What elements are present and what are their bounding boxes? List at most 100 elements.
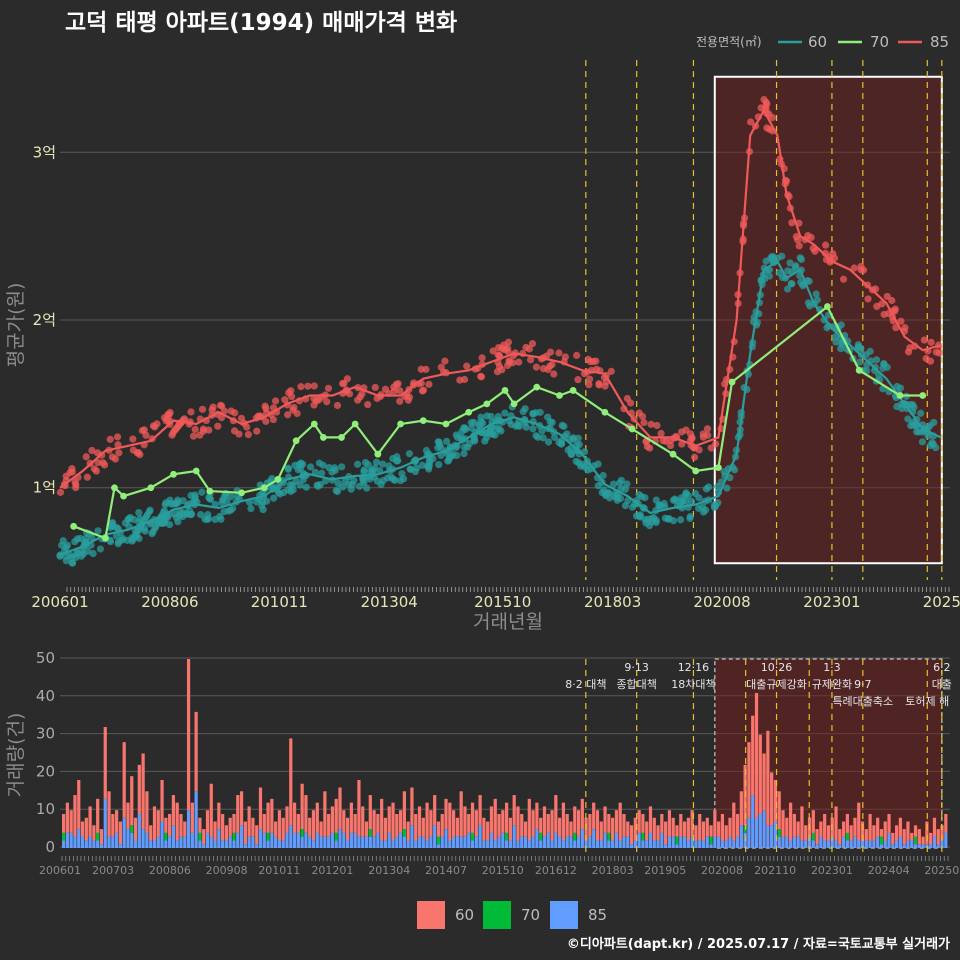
volume-bar-85 xyxy=(713,836,717,848)
volume-bar-85 xyxy=(398,832,403,848)
policy-annotation: 12·16 xyxy=(678,661,710,674)
price-point-60 xyxy=(398,470,406,478)
volume-bar-60 xyxy=(777,791,781,830)
volume-bar-60 xyxy=(569,821,573,837)
price-point-60 xyxy=(855,344,863,352)
volume-bar-60 xyxy=(800,806,804,841)
price-point-60 xyxy=(600,486,608,494)
volume-bar-85 xyxy=(77,829,81,848)
volume-bar-85 xyxy=(520,836,524,848)
price-point-85 xyxy=(392,380,401,388)
price-point-60 xyxy=(786,259,794,267)
price-point-60 xyxy=(479,419,487,427)
volume-bar-60 xyxy=(323,791,327,837)
volume-bar-85 xyxy=(410,825,414,848)
price-point-85 xyxy=(920,336,928,344)
price-point-60 xyxy=(529,425,537,433)
volume-bar-60 xyxy=(107,791,111,837)
price-point-60 xyxy=(355,482,364,490)
volume-bar-85 xyxy=(84,840,88,848)
volume-bar-85 xyxy=(701,840,706,848)
volume-bar-85 xyxy=(868,840,872,848)
volume-bar-70 xyxy=(505,832,509,841)
price-point-60 xyxy=(669,496,678,504)
price-point-60 xyxy=(107,522,115,530)
volume-bar-85 xyxy=(675,844,679,848)
price-x-tick-label: 202008 xyxy=(693,593,750,611)
price-point-85 xyxy=(688,435,696,443)
volume-bar-70 xyxy=(334,832,338,841)
volume-y-tick-label: 20 xyxy=(36,762,55,780)
price-point-70 xyxy=(896,392,904,399)
price-point-60 xyxy=(599,471,607,480)
volume-bar-70 xyxy=(164,832,168,841)
price-point-60 xyxy=(334,479,342,488)
volume-bar-85 xyxy=(417,836,422,848)
price-point-60 xyxy=(704,483,713,491)
volume-x-tick-label: 20250 xyxy=(924,864,959,877)
volume-x-tick-label: 201803 xyxy=(592,864,634,877)
price-point-85 xyxy=(262,417,270,425)
price-point-85 xyxy=(589,357,597,366)
price-point-70 xyxy=(715,464,722,472)
price-point-60 xyxy=(286,481,295,489)
price-point-70 xyxy=(206,487,214,495)
policy-annotation: 8·2 대책 xyxy=(565,678,606,691)
volume-bar-60 xyxy=(686,817,690,841)
volume-bar-85 xyxy=(531,836,535,848)
price-point-70 xyxy=(569,387,577,394)
volume-bar-60 xyxy=(925,821,929,845)
price-point-85 xyxy=(244,430,252,439)
price-point-85 xyxy=(285,389,293,397)
volume-bar-60 xyxy=(520,813,524,837)
volume-bar-60 xyxy=(660,813,664,833)
price-point-60 xyxy=(306,463,315,471)
price-point-85 xyxy=(695,446,703,454)
price-point-70 xyxy=(442,420,450,428)
price-point-60 xyxy=(442,437,451,445)
volume-bar-60 xyxy=(879,829,884,837)
volume-x-tick-label: 200703 xyxy=(92,864,134,877)
volume-bar-85 xyxy=(368,836,372,848)
price-point-60 xyxy=(287,487,295,496)
volume-bar-60 xyxy=(527,798,531,841)
price-point-70 xyxy=(192,467,200,475)
volume-bar-85 xyxy=(266,840,270,848)
price-point-70 xyxy=(70,522,78,530)
price-point-60 xyxy=(445,453,454,462)
price-point-85 xyxy=(489,347,497,355)
price-point-85 xyxy=(528,339,537,348)
volume-bar-85 xyxy=(940,840,944,848)
volume-bar-85 xyxy=(361,836,365,848)
volume-bar-60 xyxy=(168,813,172,837)
volume-bar-85 xyxy=(459,836,463,848)
volume-bar-60 xyxy=(558,817,562,837)
volume-bar-60 xyxy=(311,810,316,841)
volume-bar-85 xyxy=(694,840,698,848)
volume-bar-60 xyxy=(308,817,312,837)
price-point-60 xyxy=(796,254,804,262)
volume-bar-85 xyxy=(202,844,206,848)
price-point-60 xyxy=(284,464,292,472)
price-point-85 xyxy=(196,431,204,439)
volume-bar-70 xyxy=(96,832,100,841)
volume-bar-60 xyxy=(694,825,698,841)
volume-bar-85 xyxy=(686,840,690,848)
volume-bar-70 xyxy=(811,832,815,841)
volume-bar-85 xyxy=(902,844,906,848)
price-point-85 xyxy=(253,427,261,435)
volume-bar-60 xyxy=(130,776,134,826)
price-point-85 xyxy=(546,362,554,370)
volume-bar-70 xyxy=(198,832,202,841)
volume-bar-60 xyxy=(872,825,876,841)
volume-x-tick-label: 200601 xyxy=(39,864,81,877)
volume-bar-60 xyxy=(402,791,406,830)
volume-bar-60 xyxy=(92,825,96,841)
price-point-60 xyxy=(197,510,205,519)
volume-bar-85 xyxy=(414,840,418,848)
volume-bar-60 xyxy=(171,795,176,826)
volume-y-tick-label: 30 xyxy=(36,725,55,743)
volume-bar-85 xyxy=(221,840,225,848)
volume-bar-85 xyxy=(569,836,573,848)
volume-bar-85 xyxy=(342,832,346,848)
